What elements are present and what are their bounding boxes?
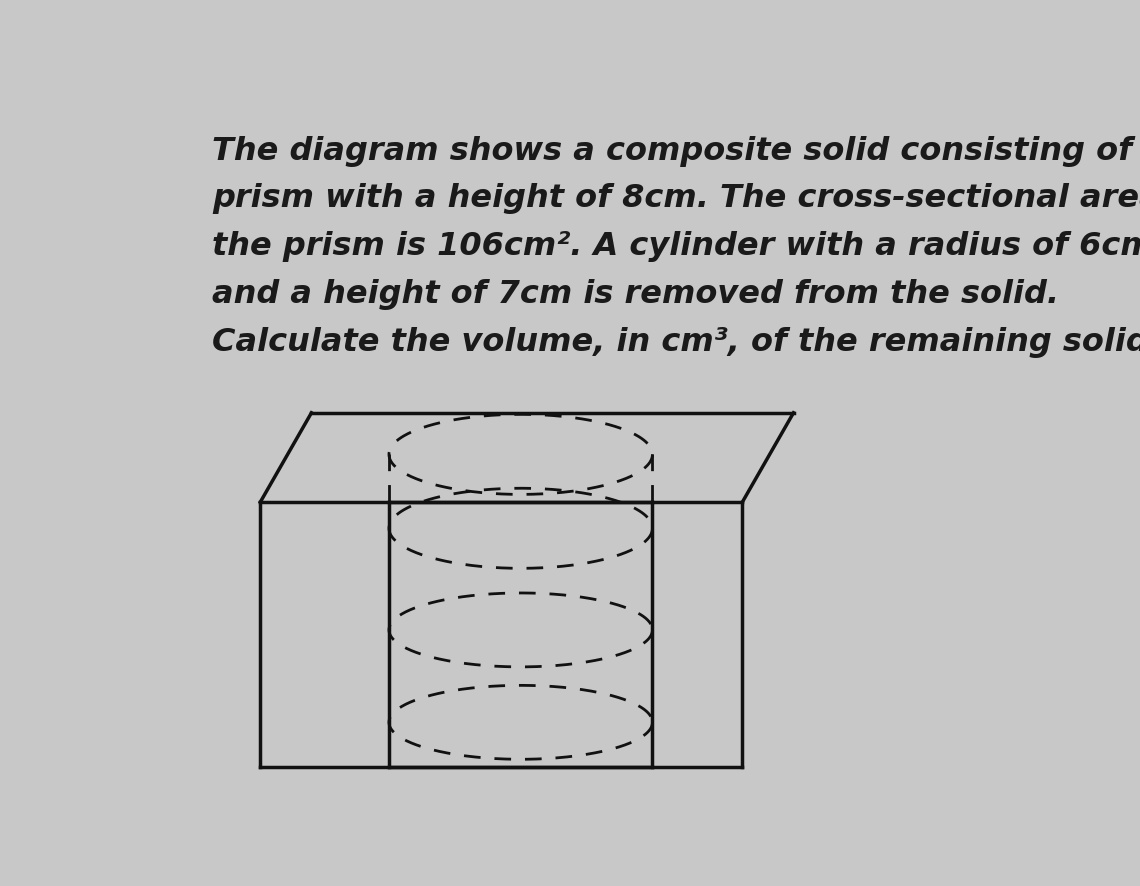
Text: Calculate the volume, in cm³, of the remaining solid.: Calculate the volume, in cm³, of the rem… [212, 327, 1140, 358]
Text: The diagram shows a composite solid consisting of a: The diagram shows a composite solid cons… [212, 136, 1140, 167]
Text: the prism is 106cm². A cylinder with a radius of 6cm: the prism is 106cm². A cylinder with a r… [212, 231, 1140, 262]
Text: prism with a height of 8cm. The cross-sectional area of: prism with a height of 8cm. The cross-se… [212, 183, 1140, 214]
Text: and a height of 7cm is removed from the solid.: and a height of 7cm is removed from the … [212, 279, 1059, 310]
